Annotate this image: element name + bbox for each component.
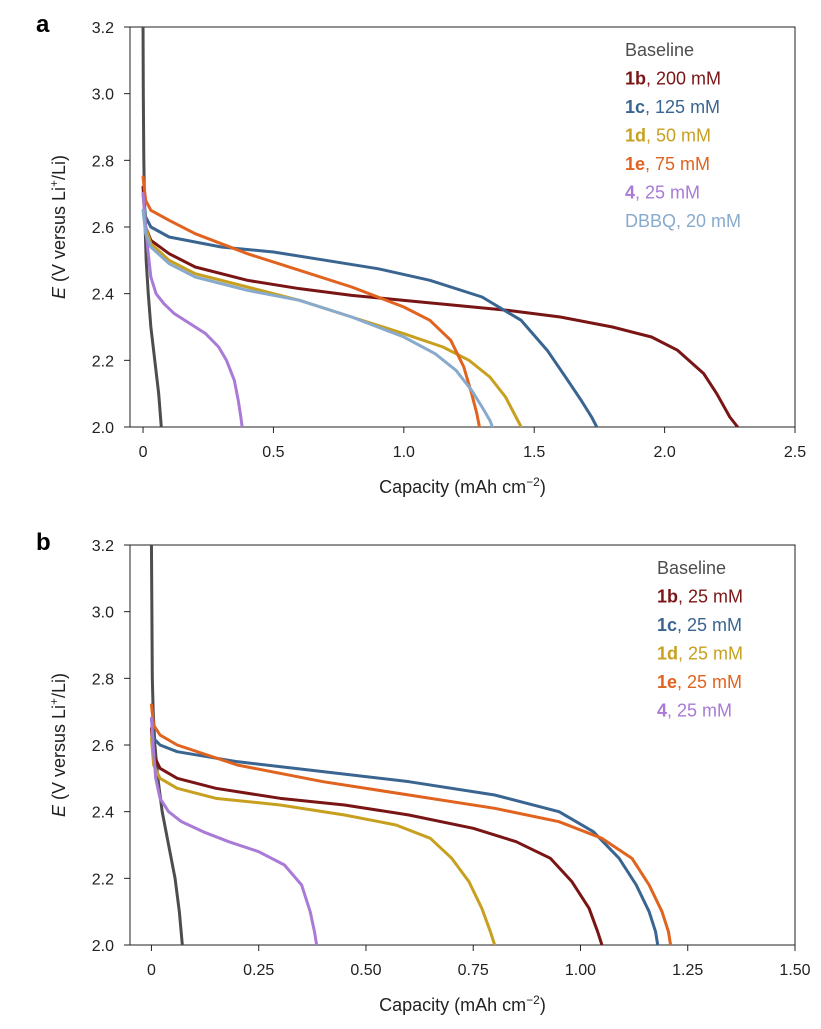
panel-b: b 0 0.25 0.50 0.75 1.00 1.25 1.50 2.0 2.2 2.4 2.6 2… xyxy=(36,529,811,1015)
x-tick-label: 1.0 xyxy=(393,444,415,461)
y-tick-label: 2.4 xyxy=(92,805,114,822)
y-axis-label: E (V versus Li+/Li) xyxy=(47,673,69,817)
x-tick-label: 0 xyxy=(147,962,156,979)
legend-entry-1e: 1e, 75 mM xyxy=(625,154,710,174)
panel-letter-a: a xyxy=(36,11,50,38)
x-axis-label: Capacity (mAh cm−2) xyxy=(379,475,546,497)
series-line-baseline xyxy=(149,545,184,945)
y-tick-label: 2.0 xyxy=(92,938,114,955)
series-line-1b xyxy=(141,185,740,427)
x-tick-label: 1.25 xyxy=(672,962,703,979)
series-line-1c xyxy=(141,192,599,427)
legend-entry-4: 4, 25 mM xyxy=(625,183,700,203)
series-line-baseline xyxy=(141,27,163,427)
panel-a: a 0 0.5 1.0 1.5 2.0 2.5 2.0 2.2 2.4 2.6 2.8 3.0 3.2 C… xyxy=(36,11,806,497)
x-tick-label: 1.5 xyxy=(523,444,545,461)
y-tick-label: 3.2 xyxy=(92,538,114,555)
y-tick-label: 3.0 xyxy=(92,87,114,104)
x-tick-label: 2.0 xyxy=(653,444,675,461)
series-line-1c xyxy=(149,716,660,945)
x-tick-label: 0.50 xyxy=(350,962,381,979)
y-tick-label: 2.6 xyxy=(92,738,114,755)
series-line-1e xyxy=(149,703,673,945)
panel-letter-b: b xyxy=(36,529,51,556)
legend-entry-1d: 1d, 25 mM xyxy=(657,644,743,664)
legend-entry-1c: 1c, 25 mM xyxy=(657,615,742,635)
legend-entry-1c: 1c, 125 mM xyxy=(625,97,720,117)
x-tick-label: 2.5 xyxy=(784,444,806,461)
y-tick-label: 2.2 xyxy=(92,871,114,888)
series-line-4 xyxy=(149,716,319,945)
legend-entry-baseline: Baseline xyxy=(657,558,726,578)
x-tick-label: 0 xyxy=(139,444,148,461)
y-tick-label: 2.0 xyxy=(92,420,114,437)
legend-entry-1b: 1b, 25 mM xyxy=(657,587,743,607)
legend-entry-4: 4, 25 mM xyxy=(657,701,732,721)
legend-entry-1e: 1e, 25 mM xyxy=(657,672,742,692)
y-tick-label: 2.4 xyxy=(92,287,114,304)
series-line-1b xyxy=(149,726,604,945)
x-tick-label: 0.5 xyxy=(262,444,284,461)
y-tick-label: 3.2 xyxy=(92,20,114,37)
y-tick-label: 2.6 xyxy=(92,220,114,237)
legend-entry-dbbq: DBBQ, 20 mM xyxy=(625,211,741,231)
x-tick-label: 0.75 xyxy=(458,962,489,979)
x-tick-label: 1.50 xyxy=(779,962,810,979)
x-tick-label: 1.00 xyxy=(565,962,596,979)
y-axis-label: E (V versus Li+/Li) xyxy=(47,155,69,299)
x-tick-label: 0.25 xyxy=(243,962,274,979)
x-axis-label: Capacity (mAh cm−2) xyxy=(379,993,546,1015)
y-tick-label: 3.0 xyxy=(92,605,114,622)
y-tick-label: 2.8 xyxy=(92,671,114,688)
series-line-4 xyxy=(141,192,244,427)
legend-entry-1d: 1d, 50 mM xyxy=(625,126,711,146)
legend-entry-1b: 1b, 200 mM xyxy=(625,69,721,89)
y-tick-label: 2.2 xyxy=(92,353,114,370)
series-line-1d xyxy=(149,736,497,945)
series-line-dbbq xyxy=(141,208,494,427)
legend-entry-baseline: Baseline xyxy=(625,40,694,60)
y-tick-label: 2.8 xyxy=(92,153,114,170)
